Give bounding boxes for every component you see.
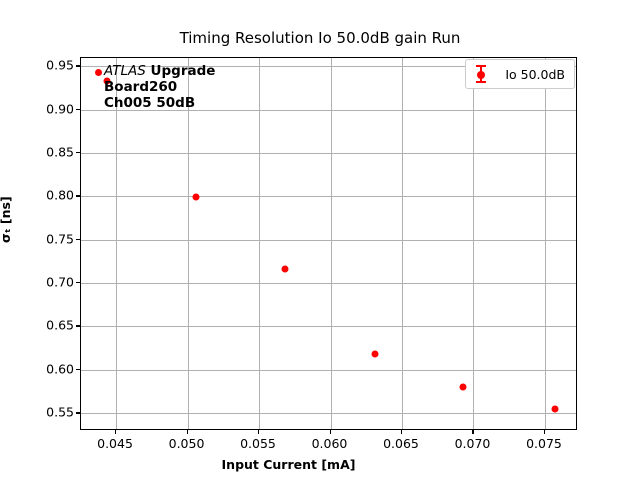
y-tick-label: 0.95 <box>46 57 74 73</box>
gridline-vertical <box>473 58 475 429</box>
y-tick-mark <box>76 368 80 371</box>
gridline-horizontal <box>81 239 576 241</box>
atlas-text: ATLAS <box>104 63 146 79</box>
x-tick-mark <box>400 430 403 434</box>
grid-layer <box>81 58 576 429</box>
y-tick-label: 0.60 <box>46 361 74 377</box>
x-tick-label: 0.050 <box>168 436 205 451</box>
gridline-vertical <box>401 58 403 429</box>
x-tick-mark <box>543 430 546 434</box>
y-tick-label: 0.80 <box>46 187 74 203</box>
data-point <box>551 405 559 413</box>
x-tick-label: 0.060 <box>311 436 348 451</box>
gridline-horizontal <box>81 66 576 68</box>
y-tick-mark <box>76 412 80 414</box>
annotation-line-channel: Ch005 50dB <box>104 94 196 111</box>
x-axis-label: Input Current [mA] <box>221 457 356 472</box>
y-tick-mark <box>76 238 80 241</box>
gridline-vertical <box>116 58 118 429</box>
gridline-horizontal <box>81 326 576 328</box>
y-tick-mark <box>76 325 80 327</box>
legend-errorbar-icon <box>475 65 487 83</box>
annotation-block: ATLAS Upgrade Board260 Ch005 50dB <box>104 63 216 112</box>
legend-entry-label: Io 50.0dB <box>505 66 565 82</box>
upgrade-text: Upgrade <box>145 63 216 79</box>
data-point <box>103 77 111 85</box>
gridline-vertical <box>330 58 332 429</box>
x-tick-mark <box>329 430 331 434</box>
y-tick-mark <box>76 65 80 67</box>
y-tick-label: 0.55 <box>46 404 74 420</box>
y-tick-mark <box>76 282 80 284</box>
x-tick-label: 0.065 <box>383 436 419 451</box>
data-point <box>192 193 200 201</box>
gridline-horizontal <box>81 369 576 371</box>
y-tick-label: 0.65 <box>46 317 74 333</box>
x-tick-label: 0.045 <box>97 436 133 451</box>
gridline-vertical <box>544 58 546 429</box>
x-tick-mark <box>258 430 260 434</box>
annotation-line-atlas: ATLAS Upgrade <box>104 63 216 80</box>
data-layer <box>81 58 576 429</box>
gridline-horizontal <box>81 413 576 415</box>
data-point <box>281 265 289 273</box>
y-tick-label: 0.85 <box>46 144 74 160</box>
page-title: Timing Resolution Io 50.0dB gain Run <box>179 29 461 47</box>
annotation-line-board: Board260 <box>104 78 178 95</box>
data-point <box>371 350 379 358</box>
gridline-horizontal <box>81 196 576 198</box>
gridline-horizontal <box>81 152 576 154</box>
gridline-horizontal <box>81 109 576 111</box>
plot-area: ATLAS Upgrade Board260 Ch005 50dB Io 50.… <box>80 57 577 430</box>
y-tick-label: 0.75 <box>46 231 74 247</box>
y-axis-label: σₜ [ns] <box>0 196 13 243</box>
x-tick-label: 0.055 <box>240 436 276 451</box>
data-point <box>459 383 467 391</box>
x-tick-mark <box>472 430 474 434</box>
x-tick-label: 0.070 <box>454 436 491 451</box>
x-tick-mark <box>115 430 117 434</box>
y-tick-mark <box>76 195 80 197</box>
gridline-vertical <box>187 58 189 429</box>
y-tick-label: 0.90 <box>46 101 74 117</box>
annotation-marker-dot <box>95 69 102 76</box>
y-tick-label: 0.70 <box>46 274 74 290</box>
gridline-vertical <box>259 58 260 429</box>
y-tick-mark <box>76 108 80 110</box>
x-tick-label: 0.075 <box>526 436 562 451</box>
x-tick-mark <box>186 430 188 434</box>
gridline-horizontal <box>81 283 576 285</box>
y-tick-mark <box>76 151 80 154</box>
legend[interactable]: Io 50.0dB <box>465 59 575 89</box>
